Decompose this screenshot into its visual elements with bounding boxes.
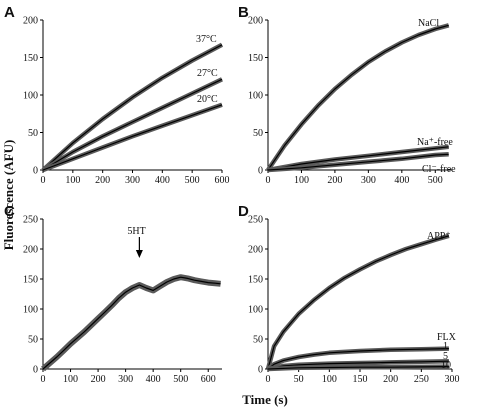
- y-tick-label: 150: [248, 275, 263, 286]
- x-tick-label: 150: [353, 374, 368, 385]
- x-tick-label: 400: [394, 175, 409, 186]
- series-label: APP⁺: [427, 231, 451, 242]
- y-tick-label: 50: [253, 128, 263, 139]
- series-line-1: [267, 146, 449, 171]
- series-label: NaCl: [418, 18, 439, 29]
- chart-panel-d: D 0 50 100 150 200 250 300 0 50 100 150 200 250 APP⁺ 15…: [238, 203, 460, 385]
- series-label: 27°C: [197, 68, 218, 79]
- series-line-3: [267, 366, 449, 370]
- y-tick-label: 0: [258, 166, 263, 177]
- x-tick-label: 200: [383, 374, 398, 385]
- y-tick-label: 50: [28, 128, 38, 139]
- x-tick-label: 250: [414, 374, 429, 385]
- y-tick-label: 200: [248, 16, 263, 27]
- x-tick-label: 500: [173, 374, 188, 385]
- panels: A0 100 200 300 400 500 60005010015020037°C27°C…: [4, 4, 460, 385]
- y-tick-label: 150: [248, 53, 263, 64]
- y-tick-label: 150: [23, 275, 38, 286]
- x-tick-label: 50: [294, 374, 304, 385]
- x-tick-label: 600: [201, 374, 216, 385]
- series-label: 20°C: [197, 94, 218, 105]
- y-tick-label: 50: [28, 335, 38, 346]
- x-tick-label: 0: [41, 374, 46, 385]
- annotation-label: 5HT: [127, 226, 145, 237]
- x-tick-label: 100: [65, 175, 80, 186]
- series-line-0: [267, 24, 449, 171]
- series-label: 1: [443, 341, 448, 352]
- series-line-1: [267, 348, 449, 370]
- series-band-1: [41, 77, 223, 172]
- series-label: 37°C: [196, 34, 217, 45]
- x-tick-label: 300: [445, 374, 460, 385]
- series-line-2: [267, 360, 449, 370]
- chart-panel-b: B 0 100 200 300 400 500 0 50 100 150 200 NaCl Na⁺-fre…: [238, 4, 456, 186]
- series-label: 5: [443, 351, 448, 362]
- x-tick-label: 300: [118, 374, 133, 385]
- y-tick-label: 0: [33, 365, 38, 376]
- panel-letter: B: [238, 4, 249, 21]
- y-tick-label: 100: [248, 305, 263, 316]
- x-tick-label: 300: [361, 175, 376, 186]
- text-label: FLX: [437, 332, 457, 343]
- x-tick-label: 500: [428, 175, 443, 186]
- x-tick-label: 400: [146, 374, 161, 385]
- y-tick-label: 100: [23, 305, 38, 316]
- x-tick-label: 300: [125, 175, 140, 186]
- y-tick-label: 100: [248, 91, 263, 102]
- x-tick-label: 100: [294, 175, 309, 186]
- x-tick-label: 0: [266, 175, 271, 186]
- x-tick-label: 200: [327, 175, 342, 186]
- x-tick-label: 100: [63, 374, 78, 385]
- y-tick-label: 250: [23, 215, 38, 226]
- x-tick-label: 100: [322, 374, 337, 385]
- panel-letter: D: [238, 203, 249, 220]
- panel-letter: A: [4, 4, 15, 21]
- x-tick-label: 600: [215, 175, 230, 186]
- x-tick-label: 500: [185, 175, 200, 186]
- series-line-0: [42, 276, 221, 370]
- shared-x-axis-title: Time (s): [242, 392, 288, 407]
- shared-y-axis-title: Fluorescence (AFU): [1, 140, 16, 251]
- series-label: 10: [441, 360, 451, 371]
- y-tick-label: 50: [253, 335, 263, 346]
- series-label: Na⁺-free: [417, 137, 453, 148]
- y-tick-label: 0: [33, 166, 38, 177]
- x-tick-label: 0: [41, 175, 46, 186]
- y-tick-label: 200: [23, 16, 38, 27]
- x-tick-label: 200: [95, 175, 110, 186]
- chart-panel-a: A 0 100 200 300 400 500 600 0 50 100 150 200 37°C 27°C…: [4, 4, 230, 186]
- annotation-arrow-head: [135, 250, 143, 258]
- y-tick-label: 100: [23, 91, 38, 102]
- x-tick-label: 0: [266, 374, 271, 385]
- y-tick-label: 0: [258, 365, 263, 376]
- chart-panel-c: C 0 100 200 300 400 500 600 0 50 100 150 200 250 5HT: [4, 203, 222, 385]
- series-line-2: [267, 153, 449, 171]
- x-tick-label: 200: [91, 374, 106, 385]
- series-band-0: [41, 274, 221, 372]
- y-tick-label: 200: [23, 245, 38, 256]
- series-line-1: [42, 78, 223, 171]
- y-tick-label: 250: [248, 215, 263, 226]
- x-tick-label: 400: [155, 175, 170, 186]
- series-line-2: [42, 104, 223, 171]
- series-label: Cl⁻-free: [422, 164, 456, 175]
- y-tick-label: 150: [23, 53, 38, 64]
- y-tick-label: 200: [248, 245, 263, 256]
- panel-letter: C: [4, 203, 15, 220]
- series-line-0: [267, 235, 450, 370]
- series-line-0: [42, 44, 223, 171]
